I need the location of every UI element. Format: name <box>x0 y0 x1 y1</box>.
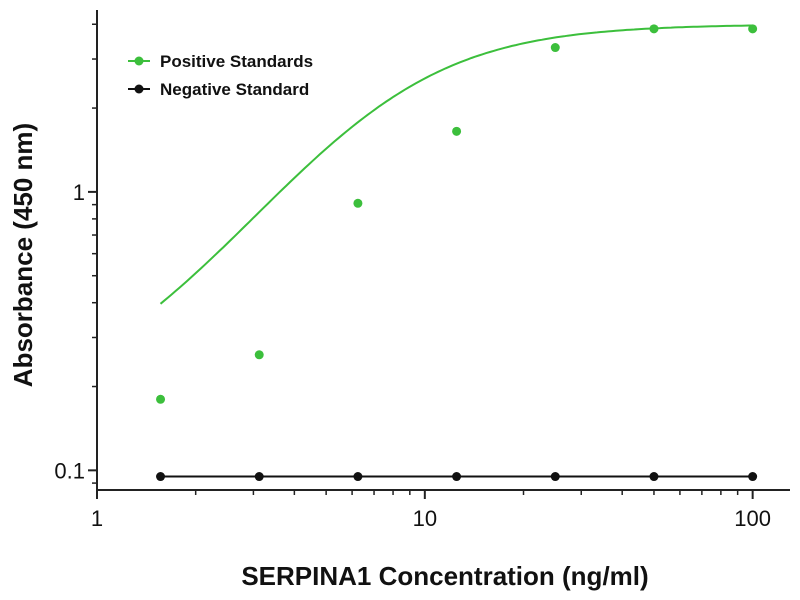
legend-swatch-marker <box>134 56 144 66</box>
y-tick-label: 0.1 <box>54 458 85 483</box>
positive-standard-point <box>156 394 166 404</box>
plot-area <box>96 10 790 491</box>
x-tick-label: 1 <box>91 506 103 531</box>
negative-standard-point <box>452 472 462 482</box>
y-tick-label: 1 <box>73 180 85 205</box>
negative-standard-point <box>550 472 560 482</box>
negative-standard-point <box>156 472 166 482</box>
positive-standard-point <box>452 126 462 136</box>
positive-standard-point <box>353 198 363 208</box>
negative-standard-point <box>748 472 758 482</box>
legend-swatch-marker <box>134 84 144 94</box>
x-axis-title: SERPINA1 Concentration (ng/ml) <box>241 561 648 591</box>
negative-standard-point <box>649 472 659 482</box>
data-points <box>156 24 758 482</box>
negative-standard-point <box>254 472 264 482</box>
y-axis-title: Absorbance (450 nm) <box>8 123 38 387</box>
legend: Positive Standards Negative Standard <box>128 52 313 99</box>
positive-standard-point <box>748 24 758 34</box>
positive-standard-point <box>550 43 560 53</box>
x-tick-label: 100 <box>734 506 771 531</box>
x-tick-label: 10 <box>413 506 437 531</box>
negative-standard-point <box>353 472 363 482</box>
legend-label: Negative Standard <box>160 80 309 99</box>
legend-label: Positive Standards <box>160 52 313 71</box>
positive-standard-point <box>254 350 264 360</box>
positive-standard-point <box>649 24 659 34</box>
